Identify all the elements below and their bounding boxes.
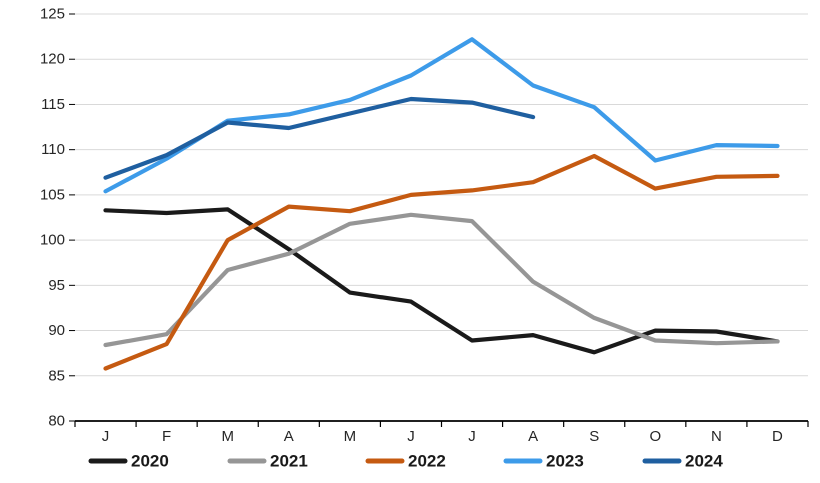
x-axis-label-11: D: [772, 428, 783, 445]
y-axis-label-100: 100: [40, 232, 65, 249]
x-axis-label-2: M: [221, 428, 234, 445]
legend-label-2020: 2020: [131, 452, 169, 471]
x-axis-label-5: J: [407, 428, 415, 445]
y-axis-label-85: 85: [48, 367, 65, 384]
y-axis-label-125: 125: [40, 6, 65, 23]
x-axis-label-0: J: [102, 428, 110, 445]
x-axis-label-10: N: [711, 428, 722, 445]
series-line-2023: [103, 37, 780, 194]
series-line-2024: [103, 96, 536, 180]
series-line-2021: [103, 212, 780, 348]
x-axis-label-3: A: [284, 428, 294, 445]
y-axis-label-105: 105: [40, 186, 65, 203]
legend-label-2024: 2024: [685, 452, 723, 471]
y-axis-label-115: 115: [41, 96, 65, 113]
y-axis-label-110: 110: [41, 141, 65, 158]
x-axis-label-4: M: [344, 428, 357, 445]
x-axis-label-9: O: [649, 428, 661, 445]
series-line-2020: [103, 207, 780, 355]
series-line-2022: [103, 153, 780, 371]
x-axis-label-8: S: [589, 428, 599, 445]
legend-label-2023: 2023: [546, 452, 584, 471]
legend-label-2022: 2022: [408, 452, 446, 471]
y-axis-label-95: 95: [48, 277, 65, 294]
x-axis-label-1: F: [162, 428, 171, 445]
x-axis-label-7: A: [528, 428, 538, 445]
x-axis-label-6: J: [468, 428, 476, 445]
legend-label-2021: 2021: [270, 452, 308, 471]
y-axis-label-80: 80: [48, 413, 65, 430]
y-axis-label-90: 90: [48, 322, 65, 339]
y-axis-label-120: 120: [40, 51, 65, 68]
